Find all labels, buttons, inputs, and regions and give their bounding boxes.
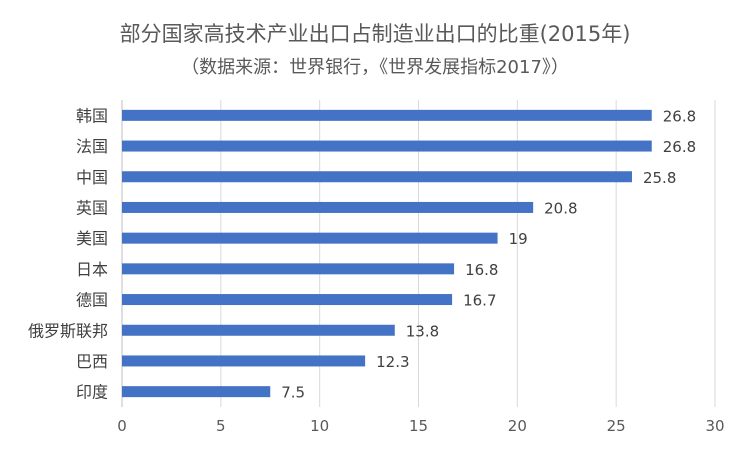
category-label: 英国: [76, 198, 108, 217]
category-label: 美国: [76, 229, 108, 248]
category-label: 日本: [76, 260, 108, 279]
chart-subtitle: （数据来源：世界银行，《世界发展指标2017》）: [181, 57, 569, 78]
x-tick-label: 25: [607, 417, 626, 435]
bar: [122, 386, 271, 398]
data-label: 19: [509, 230, 528, 248]
category-label: 巴西: [76, 352, 108, 371]
data-label: 16.7: [463, 292, 496, 310]
bar: [122, 109, 652, 121]
x-tick-label: 30: [705, 417, 724, 435]
bar: [122, 232, 498, 244]
category-label: 韩国: [76, 106, 108, 125]
bar: [122, 201, 534, 213]
chart-title: 部分国家高技术产业出口占制造业出口的比重(2015年): [119, 22, 631, 46]
x-tick-label: 5: [216, 417, 226, 435]
data-label: 25.8: [643, 169, 676, 187]
category-label: 俄罗斯联邦: [28, 321, 108, 340]
data-label: 12.3: [376, 353, 409, 371]
x-tick-label: 20: [508, 417, 527, 435]
labels: 0 5 10 15 20 25 30 韩国 26.8 法国 26.8 中国 25.8 英国 20.8 美国 19…: [28, 106, 725, 435]
category-label: 法国: [76, 137, 108, 156]
bar: [122, 263, 455, 275]
bar: [122, 294, 453, 306]
data-label: 7.5: [281, 384, 305, 402]
data-label: 26.8: [663, 107, 696, 125]
data-label: 16.8: [465, 261, 498, 279]
x-tick-label: 0: [117, 417, 127, 435]
data-label: 20.8: [544, 199, 577, 217]
x-tick-label: 15: [409, 417, 428, 435]
bar: [122, 355, 366, 367]
data-label: 26.8: [663, 138, 696, 156]
data-label: 13.8: [406, 322, 439, 340]
bar: [122, 140, 652, 152]
category-label: 中国: [76, 168, 108, 187]
bars: [122, 109, 652, 398]
category-label: 德国: [76, 291, 108, 310]
bar: [122, 324, 395, 336]
bar: [122, 171, 632, 183]
category-label: 印度: [76, 383, 108, 402]
x-tick-label: 10: [310, 417, 329, 435]
